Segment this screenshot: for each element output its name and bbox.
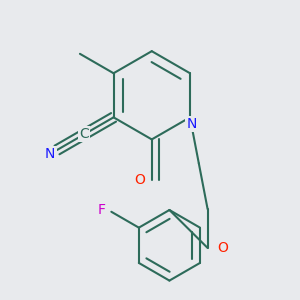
Text: F: F bbox=[98, 203, 106, 217]
Text: N: N bbox=[45, 147, 56, 161]
Text: C: C bbox=[79, 127, 89, 141]
Text: N: N bbox=[187, 117, 197, 131]
Text: O: O bbox=[217, 241, 228, 255]
Text: O: O bbox=[134, 173, 145, 187]
